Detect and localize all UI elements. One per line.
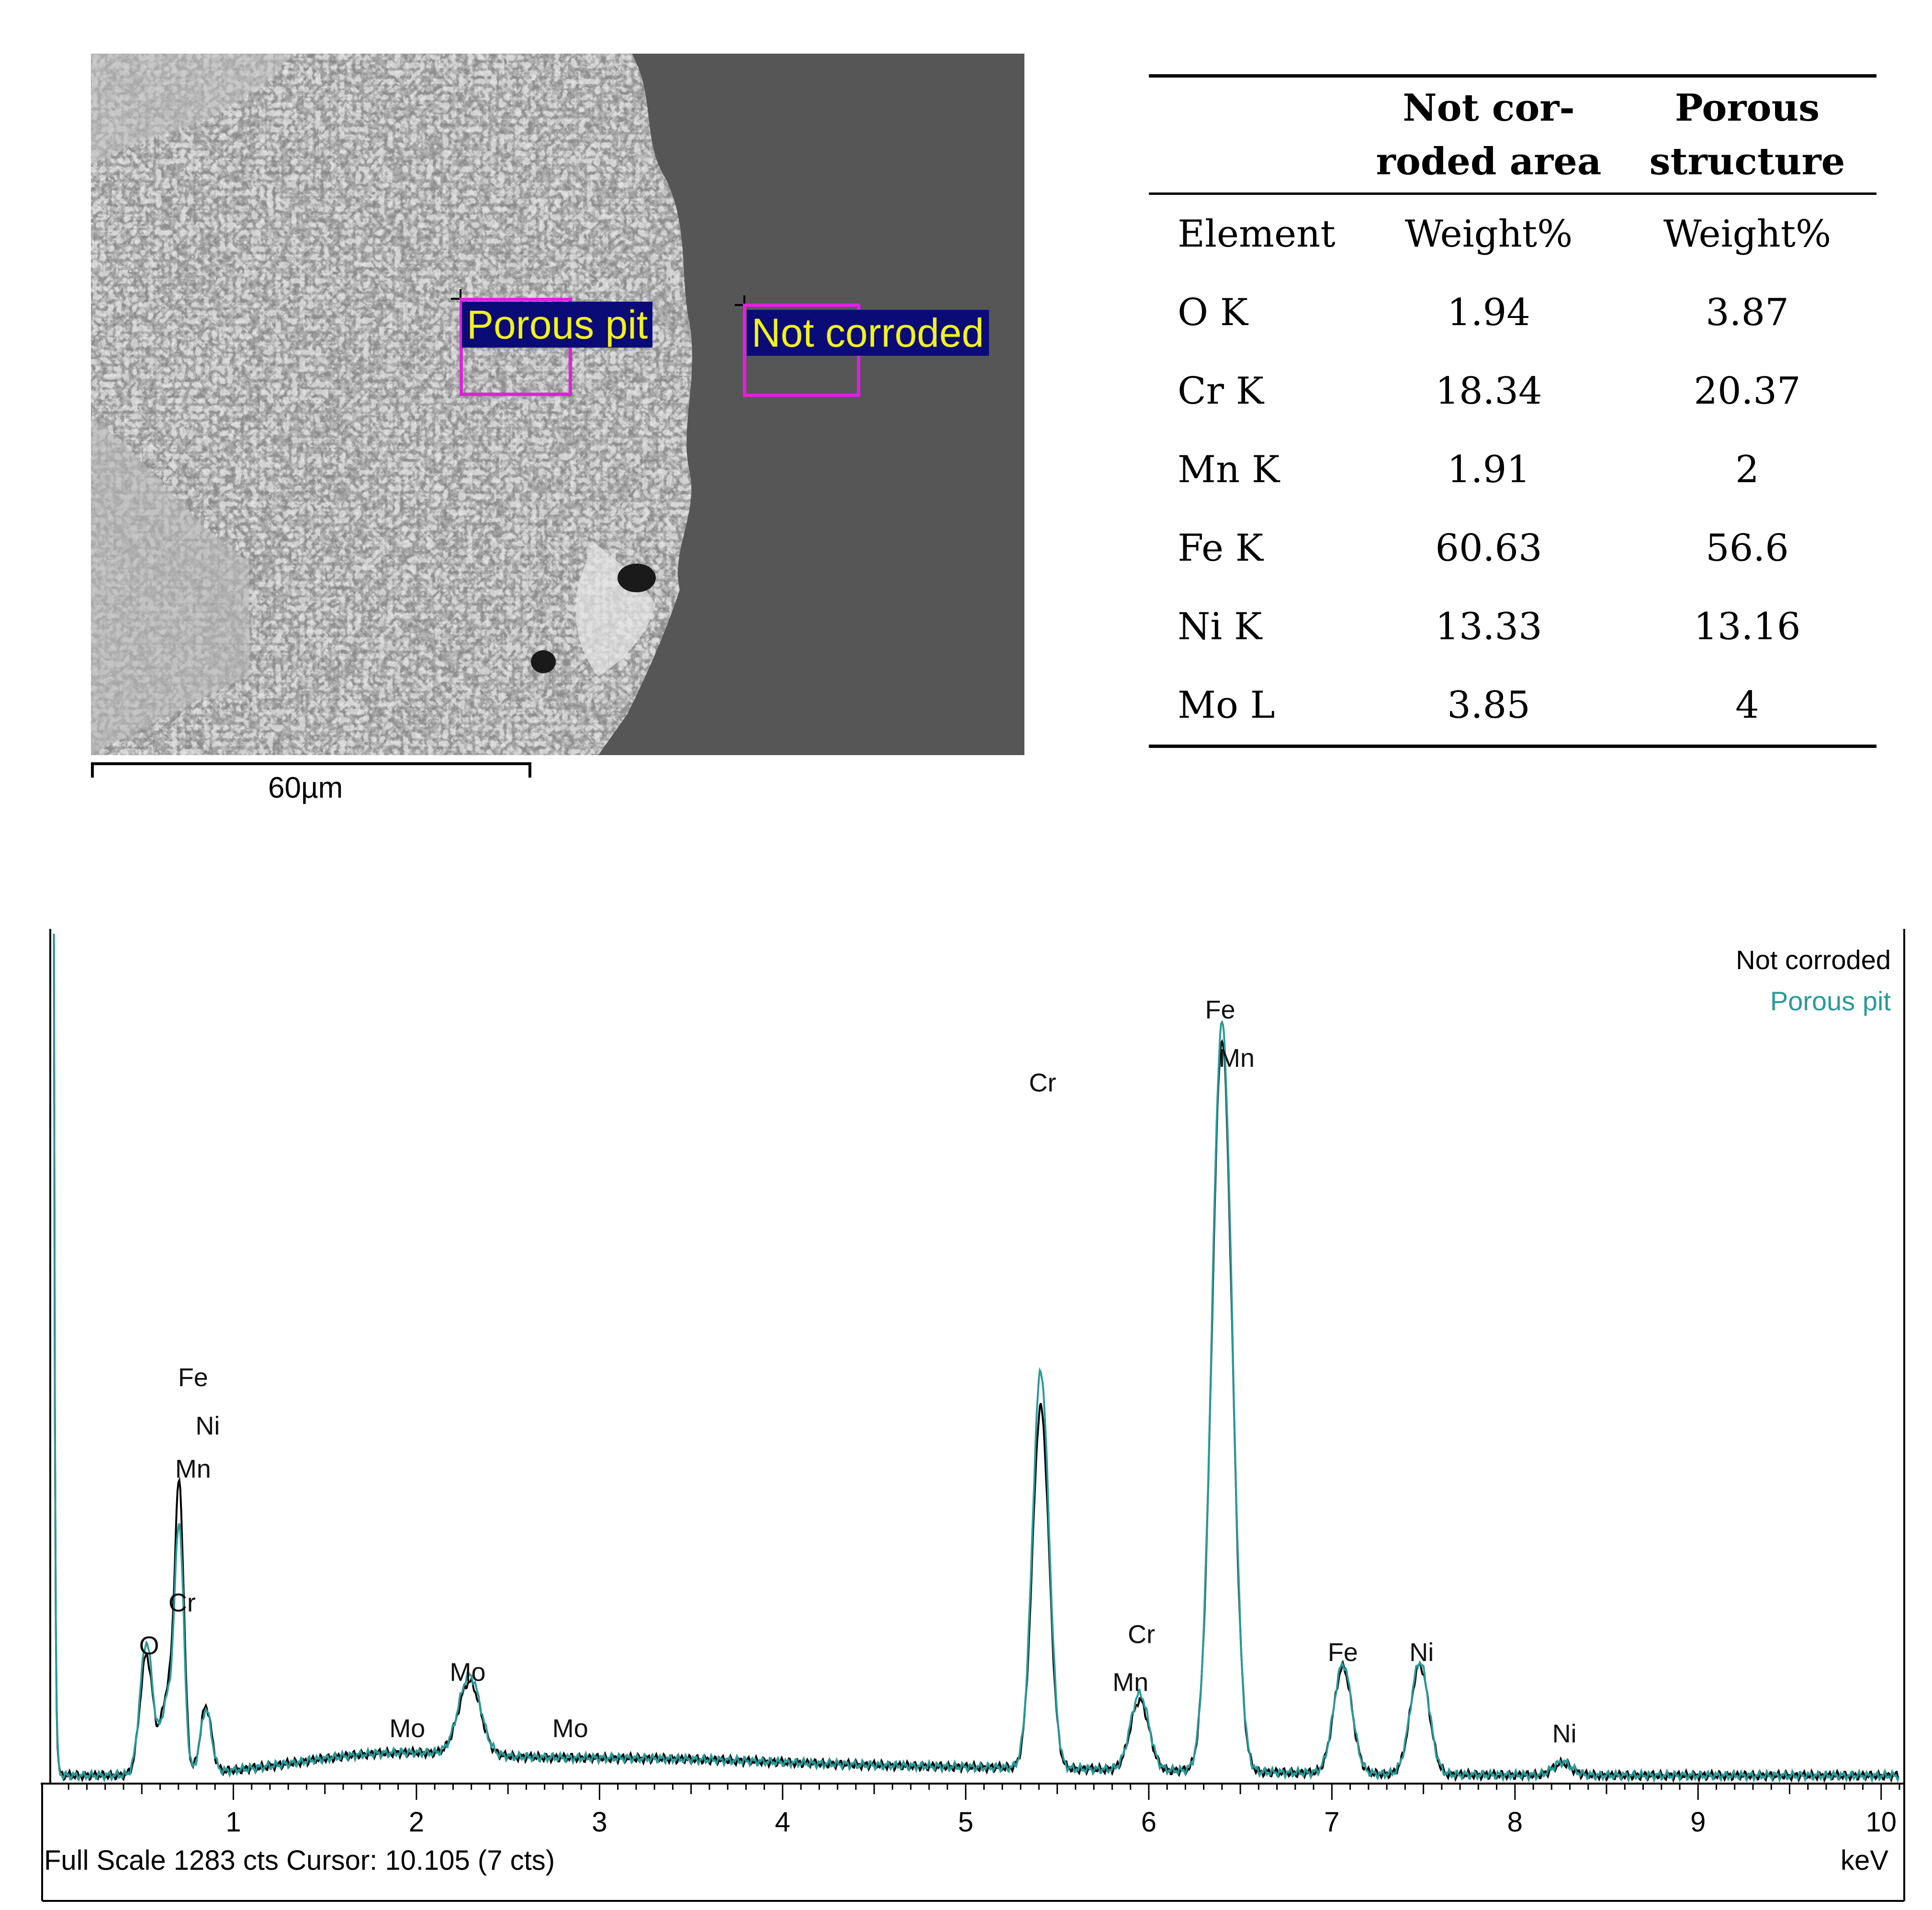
peak-annotations: Fe Ni Mn Cr O Mo Mo Mo Cr Fe Mn Cr Mn Fe Ni Ni — [139, 995, 1577, 1748]
x-tick-label: 9 — [1690, 1807, 1706, 1838]
peak-label-fe: Fe — [1205, 995, 1236, 1024]
legend-not-corroded: Not corroded — [1736, 945, 1891, 975]
status-readout: Full Scale 1283 cts Cursor: 10.105 (7 ct… — [44, 1845, 555, 1876]
table-cell: 20.37 — [1694, 370, 1801, 413]
x-axis-unit: keV — [1841, 1845, 1888, 1876]
x-tick-label: 10 — [1865, 1807, 1897, 1838]
table-cell: 2 — [1735, 448, 1759, 491]
table-cell: Fe K — [1178, 527, 1264, 570]
table-cell: 4 — [1618, 666, 1876, 748]
peak-label-mn: Mn — [175, 1455, 211, 1483]
table-cell: 13.33 — [1435, 605, 1542, 648]
table-header-row: Not cor- roded area Porous structure — [1149, 74, 1876, 195]
table-cell: 18.34 — [1435, 370, 1542, 413]
spectrum-series — [53, 933, 1900, 1783]
subheader-weight-1: Weight% — [1404, 213, 1573, 256]
table-subheader-row: Element Weight% Weight% — [1149, 194, 1876, 274]
eds-spectrum: 1 2 3 4 5 6 7 8 9 10 Fe Ni Mn Cr O Mo Mo Mo Cr Fe Mn Cr Mn Fe N… — [41, 929, 1905, 1902]
table-cell: 3.85 — [1359, 666, 1618, 748]
peak-label-cr: Cr — [168, 1588, 196, 1617]
sem-texture — [91, 54, 1024, 755]
composition-table: Not cor- roded area Porous structure Ele… — [1149, 74, 1876, 748]
subheader-weight-2: Weight% — [1663, 213, 1831, 256]
table-cell: 56.6 — [1706, 527, 1789, 570]
corroded-region — [91, 54, 692, 755]
peak-label-ni: Ni — [1552, 1719, 1577, 1748]
x-tick-label: 4 — [775, 1807, 790, 1838]
table-cell: 60.63 — [1435, 527, 1542, 570]
peak-label-mn: Mn — [1219, 1044, 1255, 1073]
table-row: Mo L 3.85 4 — [1149, 666, 1876, 748]
table-cell: 3.87 — [1706, 291, 1789, 334]
table-cell: 13.16 — [1694, 605, 1801, 648]
table-cell: Cr K — [1178, 370, 1264, 413]
sem-micrograph: Porous pit Not corroded — [91, 54, 1024, 755]
scale-bar — [91, 762, 531, 778]
peak-label-cr: Cr — [1128, 1620, 1155, 1649]
not-corroded-label: Not corroded — [747, 310, 989, 356]
table-cell: O K — [1178, 291, 1248, 334]
table-cell: 1.91 — [1447, 448, 1530, 491]
porous-pit-label: Porous pit — [462, 302, 653, 348]
x-tick-label: 1 — [225, 1807, 241, 1838]
header-blank — [1149, 74, 1359, 195]
peak-label-mo: Mo — [450, 1658, 486, 1687]
table-row: Ni K 13.33 13.16 — [1149, 588, 1876, 666]
header-porous: Porous structure — [1618, 74, 1876, 195]
x-tick-label: 7 — [1324, 1807, 1339, 1838]
peak-label-fe: Fe — [1328, 1638, 1358, 1667]
spectrum-legend: Not corroded Porous pit — [1736, 939, 1891, 1022]
x-tick-label: 6 — [1141, 1807, 1157, 1838]
peak-label-cr: Cr — [1029, 1068, 1056, 1097]
x-tick-label: 5 — [958, 1807, 973, 1838]
x-tick-label: 2 — [409, 1807, 424, 1838]
peak-label-mo: Mo — [552, 1714, 588, 1743]
legend-porous-pit: Porous pit — [1770, 986, 1891, 1016]
peak-label-fe: Fe — [178, 1363, 208, 1392]
x-tick-label: 8 — [1507, 1807, 1523, 1838]
peak-label-mo: Mo — [389, 1714, 425, 1743]
table-row: Mn K 1.91 2 — [1149, 430, 1876, 509]
x-axis-ticks: 1 2 3 4 5 6 7 8 9 10 — [67, 1784, 1900, 1838]
table-row: Fe K 60.63 56.6 — [1149, 509, 1876, 588]
table-cell: Mo L — [1149, 666, 1359, 748]
table-row: O K 1.94 3.87 — [1149, 273, 1876, 352]
peak-label-ni: Ni — [1409, 1638, 1434, 1667]
table-cell: Ni K — [1178, 605, 1262, 648]
table-row: Cr K 18.34 20.37 — [1149, 352, 1876, 430]
peak-label-ni: Ni — [195, 1412, 220, 1440]
series-line-porous-pit — [53, 933, 1899, 1783]
x-tick-label: 3 — [592, 1807, 607, 1838]
peak-label-mn: Mn — [1112, 1668, 1148, 1696]
series-line-not-corroded — [53, 933, 1900, 1783]
peak-label-o: O — [139, 1631, 159, 1660]
spectrum-frame — [41, 929, 1905, 1902]
header-not-corroded: Not cor- roded area — [1359, 74, 1618, 195]
table-cell: Mn K — [1178, 448, 1280, 491]
scale-bar-label: 60µm — [268, 771, 343, 804]
subheader-element: Element — [1178, 213, 1336, 256]
table-cell: 1.94 — [1447, 291, 1530, 334]
